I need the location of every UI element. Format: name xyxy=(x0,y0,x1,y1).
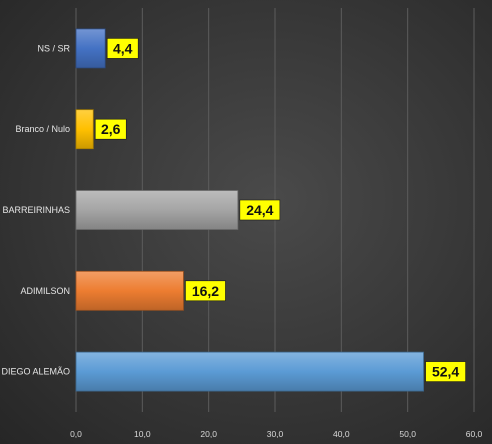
bars xyxy=(75,28,424,392)
bar xyxy=(75,270,184,311)
data-label: 24,4 xyxy=(246,202,273,218)
x-tick-label: 20,0 xyxy=(200,429,217,439)
data-label-box xyxy=(94,118,127,140)
x-tick-label: 30,0 xyxy=(267,429,284,439)
category-label: BARREIRINHAS xyxy=(2,205,70,215)
data-labels: 4,4 2,6 24,4 16,2 52,4 xyxy=(94,38,466,382)
bar xyxy=(75,28,106,69)
bar xyxy=(75,351,424,392)
data-label: 2,6 xyxy=(101,121,121,137)
data-label: 4,4 xyxy=(113,40,133,56)
x-tick-label: 50,0 xyxy=(399,429,416,439)
x-tick-label: 10,0 xyxy=(134,429,151,439)
data-label-box xyxy=(239,199,281,221)
x-axis-ticks: 0,0 10,0 20,0 30,0 40,0 50,0 60,0 xyxy=(70,429,482,439)
category-labels: NS / SR Branco / Nulo BARREIRINHAS ADIMILSO… xyxy=(1,43,70,376)
data-label: 52,4 xyxy=(432,364,459,380)
category-label: NS / SR xyxy=(37,43,70,53)
data-label-box xyxy=(425,361,466,382)
data-label: 16,2 xyxy=(192,283,219,299)
x-tick-label: 0,0 xyxy=(70,429,82,439)
category-label: Branco / Nulo xyxy=(15,124,70,134)
bar xyxy=(75,109,94,150)
category-label: DIEGO ALEMÃO xyxy=(1,367,70,377)
category-label: ADIMILSON xyxy=(20,286,70,296)
x-tick-label: 60,0 xyxy=(466,429,483,439)
data-label-box xyxy=(106,38,139,59)
bar xyxy=(75,190,239,230)
x-tick-label: 40,0 xyxy=(333,429,350,439)
data-label-box xyxy=(185,280,226,302)
